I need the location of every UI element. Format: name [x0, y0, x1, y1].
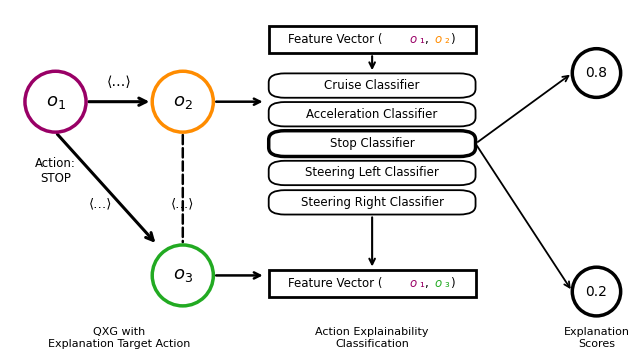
Text: ₃: ₃ — [444, 277, 449, 290]
Text: $o_{1}$: $o_{1}$ — [45, 93, 65, 111]
Text: 0.2: 0.2 — [586, 284, 607, 299]
Text: Cruise Classifier: Cruise Classifier — [324, 79, 420, 92]
Text: Acceleration Classifier: Acceleration Classifier — [307, 108, 438, 121]
Text: ₂: ₂ — [444, 34, 449, 47]
FancyBboxPatch shape — [269, 102, 476, 126]
Text: ₁: ₁ — [419, 277, 424, 290]
FancyBboxPatch shape — [269, 73, 476, 98]
FancyBboxPatch shape — [269, 26, 476, 53]
Text: Steering Right Classifier: Steering Right Classifier — [301, 196, 444, 209]
FancyBboxPatch shape — [269, 131, 476, 157]
Text: ): ) — [450, 34, 454, 47]
Text: $o_{2}$: $o_{2}$ — [173, 93, 193, 111]
Text: QXG with
Explanation Target Action: QXG with Explanation Target Action — [48, 327, 190, 349]
FancyBboxPatch shape — [269, 161, 476, 185]
Text: ⟨…⟩: ⟨…⟩ — [171, 197, 195, 210]
Text: ⟨…⟩: ⟨…⟩ — [88, 197, 112, 210]
Text: $o_{3}$: $o_{3}$ — [173, 266, 193, 284]
FancyBboxPatch shape — [269, 190, 476, 214]
FancyBboxPatch shape — [269, 270, 476, 297]
Text: o: o — [410, 34, 417, 47]
Text: 0.8: 0.8 — [586, 66, 607, 80]
Text: ): ) — [450, 277, 454, 290]
Text: Steering Left Classifier: Steering Left Classifier — [305, 166, 439, 179]
Text: Stop Classifier: Stop Classifier — [330, 137, 415, 150]
Text: o: o — [435, 277, 442, 290]
Text: ₁: ₁ — [419, 34, 424, 47]
Text: Feature Vector (: Feature Vector ( — [288, 34, 383, 47]
Text: ,: , — [425, 34, 433, 47]
Text: ,: , — [425, 277, 433, 290]
Text: Action:
STOP: Action: STOP — [35, 157, 76, 185]
Text: Action Explainability
Classification: Action Explainability Classification — [316, 327, 429, 349]
Text: o: o — [410, 277, 417, 290]
Text: Feature Vector (: Feature Vector ( — [288, 277, 383, 290]
Text: ⟨…⟩: ⟨…⟩ — [107, 75, 131, 89]
Text: Explanation
Scores: Explanation Scores — [563, 327, 630, 349]
Text: o: o — [435, 34, 442, 47]
